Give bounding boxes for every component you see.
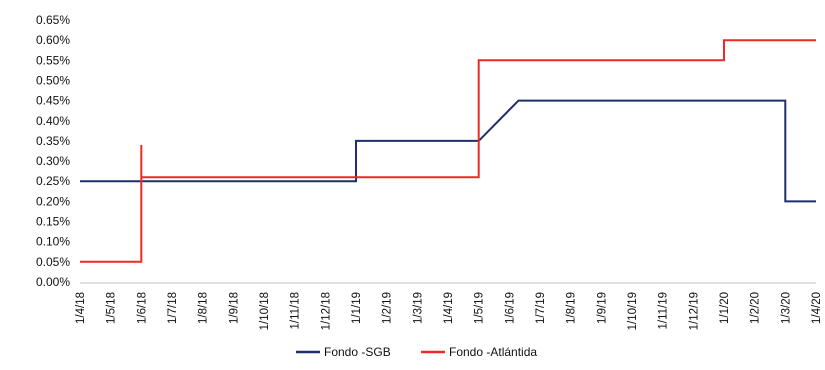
x-tick-label: 1/8/19 (566, 292, 578, 324)
x-tick-label: 1/4/18 (75, 292, 87, 324)
x-tick-label: 1/6/18 (136, 292, 148, 324)
y-tick-label: 0.45% (36, 94, 70, 108)
x-tick-label: 1/10/19 (627, 292, 639, 330)
x-tick-label: 1/5/18 (106, 292, 118, 324)
y-tick-label: 0.60% (36, 33, 70, 47)
y-tick-label: 0.30% (36, 154, 70, 168)
y-tick-label: 0.20% (36, 194, 70, 208)
x-tick-label: 1/7/19 (535, 292, 547, 324)
x-tick-label: 1/7/18 (167, 292, 179, 324)
x-tick-label: 1/4/20 (811, 292, 823, 324)
y-tick-label: 0.00% (36, 275, 70, 289)
x-tick-label: 1/12/19 (688, 292, 700, 330)
y-tick-label: 0.65% (36, 13, 70, 27)
x-tick-label: 1/2/19 (382, 292, 394, 324)
y-tick-label: 0.55% (36, 53, 70, 67)
x-tick-label: 1/9/19 (596, 292, 608, 324)
x-tick-label: 1/6/19 (504, 292, 516, 324)
x-tick-label: 1/9/18 (228, 292, 240, 324)
series-layer (80, 39, 816, 263)
x-tick-label: 1/3/20 (780, 292, 792, 324)
legend-label: Fondo -Atlántida (449, 345, 537, 359)
x-tick-label: 1/5/19 (474, 292, 486, 324)
series-line-sgb (80, 99, 816, 203)
x-tick-label: 1/4/19 (443, 292, 455, 324)
y-tick-label: 0.40% (36, 114, 70, 128)
y-tick-label: 0.50% (36, 73, 70, 87)
x-tick-label: 1/10/18 (259, 292, 271, 330)
x-tick-label: 1/11/18 (290, 292, 302, 330)
legend: Fondo -SGB Fondo -Atlántida (296, 345, 537, 359)
x-tick-label: 1/12/18 (320, 292, 332, 330)
x-tick-label: 1/11/19 (658, 292, 670, 330)
y-tick-label: 0.35% (36, 134, 70, 148)
y-tick-label: 0.10% (36, 235, 70, 249)
x-axis: 1/4/18 1/5/18 1/6/18 1/7/18 1/8/18 1/9/18 1/10… (75, 282, 823, 330)
y-tick-label: 0.05% (36, 255, 70, 269)
x-tick-label: 1/2/20 (750, 292, 762, 324)
y-tick-label: 0.25% (36, 174, 70, 188)
x-tick-label: 1/1/20 (719, 292, 731, 324)
legend-label: Fondo -SGB (324, 345, 391, 359)
x-tick-label: 1/8/18 (198, 292, 210, 324)
series-line-atlantida (80, 39, 816, 263)
y-axis: 0.00% 0.05% 0.10% 0.15% 0.20% 0.25% 0.30% 0.35%… (36, 13, 70, 289)
x-tick-label: 1/3/19 (412, 292, 424, 324)
y-tick-label: 0.15% (36, 215, 70, 229)
x-tick-label: 1/1/19 (351, 292, 363, 324)
